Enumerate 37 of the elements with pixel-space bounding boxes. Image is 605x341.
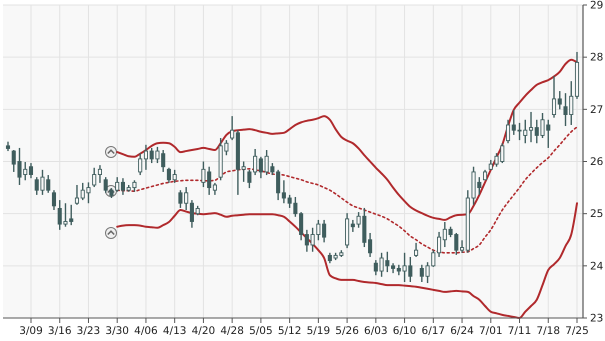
candlestick [408,256,412,283]
candlestick [212,182,217,196]
x-tick-label: 6/17 [422,325,446,337]
x-tick-label: 3/16 [48,325,72,337]
candlestick [6,140,10,152]
x-tick-label: 4/20 [192,325,216,337]
y-tick-label: 29 [590,0,604,12]
x-tick-label: 7/11 [508,325,532,337]
candlestick [132,180,136,192]
x-tick-label: 7/01 [478,325,503,337]
x-tick-label: 3/09 [19,325,43,337]
x-tick-label: 5/26 [335,325,360,337]
y-tick-label: 26 [590,156,604,168]
x-tick-label: 6/24 [450,325,474,337]
x-tick-label: 5/19 [306,325,330,337]
y-tick-label: 28 [590,52,604,64]
y-tick-label: 27 [590,104,604,116]
x-tick-label: 7/18 [536,325,560,337]
y-tick-label: 25 [590,208,604,220]
candlestick [482,169,488,181]
x-tick-label: 6/03 [364,325,388,337]
x-tick-label: 6/10 [392,325,416,337]
candlestick [224,139,228,156]
x-tick-label: 4/13 [162,325,186,337]
y-tick-label: 23 [590,312,604,324]
candlestick [414,242,418,258]
x-tick-label: 3/30 [105,325,129,337]
x-tick-label: 3/23 [76,325,100,337]
candlestick [138,152,142,176]
x-tick-label: 4/28 [220,325,244,337]
candlestick [52,189,56,211]
x-tick-label: 7/25 [565,325,589,337]
x-tick-label: 5/05 [249,325,273,337]
x-tick-label: 5/12 [278,325,302,337]
y-tick-label: 24 [590,260,604,272]
candlestick [230,115,234,141]
x-tick-label: 4/06 [134,325,158,337]
